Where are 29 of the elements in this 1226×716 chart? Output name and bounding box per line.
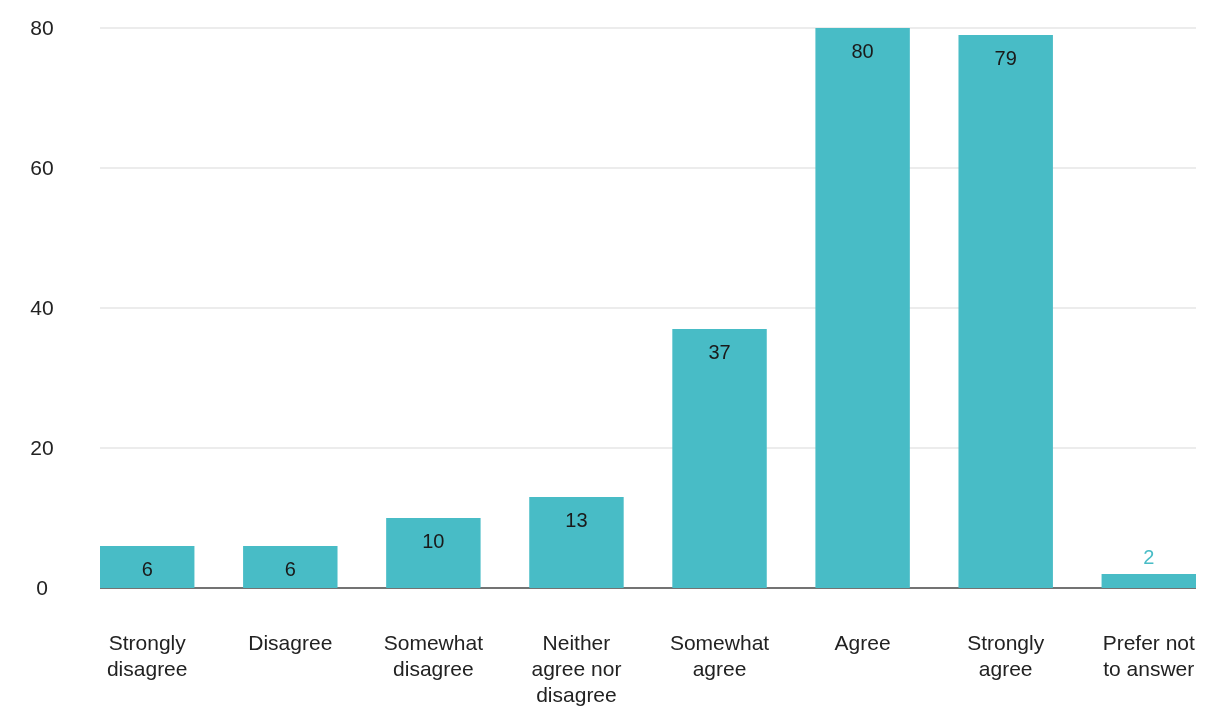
bar (386, 518, 481, 588)
data-label: 80 (851, 40, 874, 62)
data-label: 79 (994, 47, 1017, 69)
data-label: 2 (1143, 546, 1155, 568)
bar (958, 35, 1053, 588)
x-tick-label: Agree (834, 631, 891, 654)
x-tick-label: Disagree (248, 631, 333, 654)
y-tick-label: 0 (36, 576, 48, 600)
y-tick-label: 40 (30, 296, 54, 320)
data-label: 13 (565, 509, 588, 531)
bar (243, 546, 338, 588)
bar (672, 329, 767, 588)
bar (529, 497, 624, 588)
x-tick-label: Neither agree nor disagree (531, 631, 622, 706)
data-label: 6 (284, 558, 296, 580)
bar (100, 546, 195, 588)
bar (1101, 574, 1196, 588)
x-tick-label: Somewhat disagree (383, 631, 484, 680)
x-tick-label: Somewhat agree (669, 631, 770, 680)
data-label: 6 (141, 558, 153, 580)
data-label: 10 (422, 530, 445, 552)
x-tick-label: Strongly disagree (106, 631, 188, 680)
data-label: 37 (708, 341, 731, 363)
y-tick-label: 60 (30, 156, 54, 180)
x-tick-label: Prefer not to answer (1102, 631, 1196, 680)
x-tick-label: Strongly agree (967, 631, 1045, 680)
bar (815, 28, 910, 588)
y-tick-label: 20 (30, 436, 54, 460)
y-tick-label: 80 (30, 16, 54, 40)
